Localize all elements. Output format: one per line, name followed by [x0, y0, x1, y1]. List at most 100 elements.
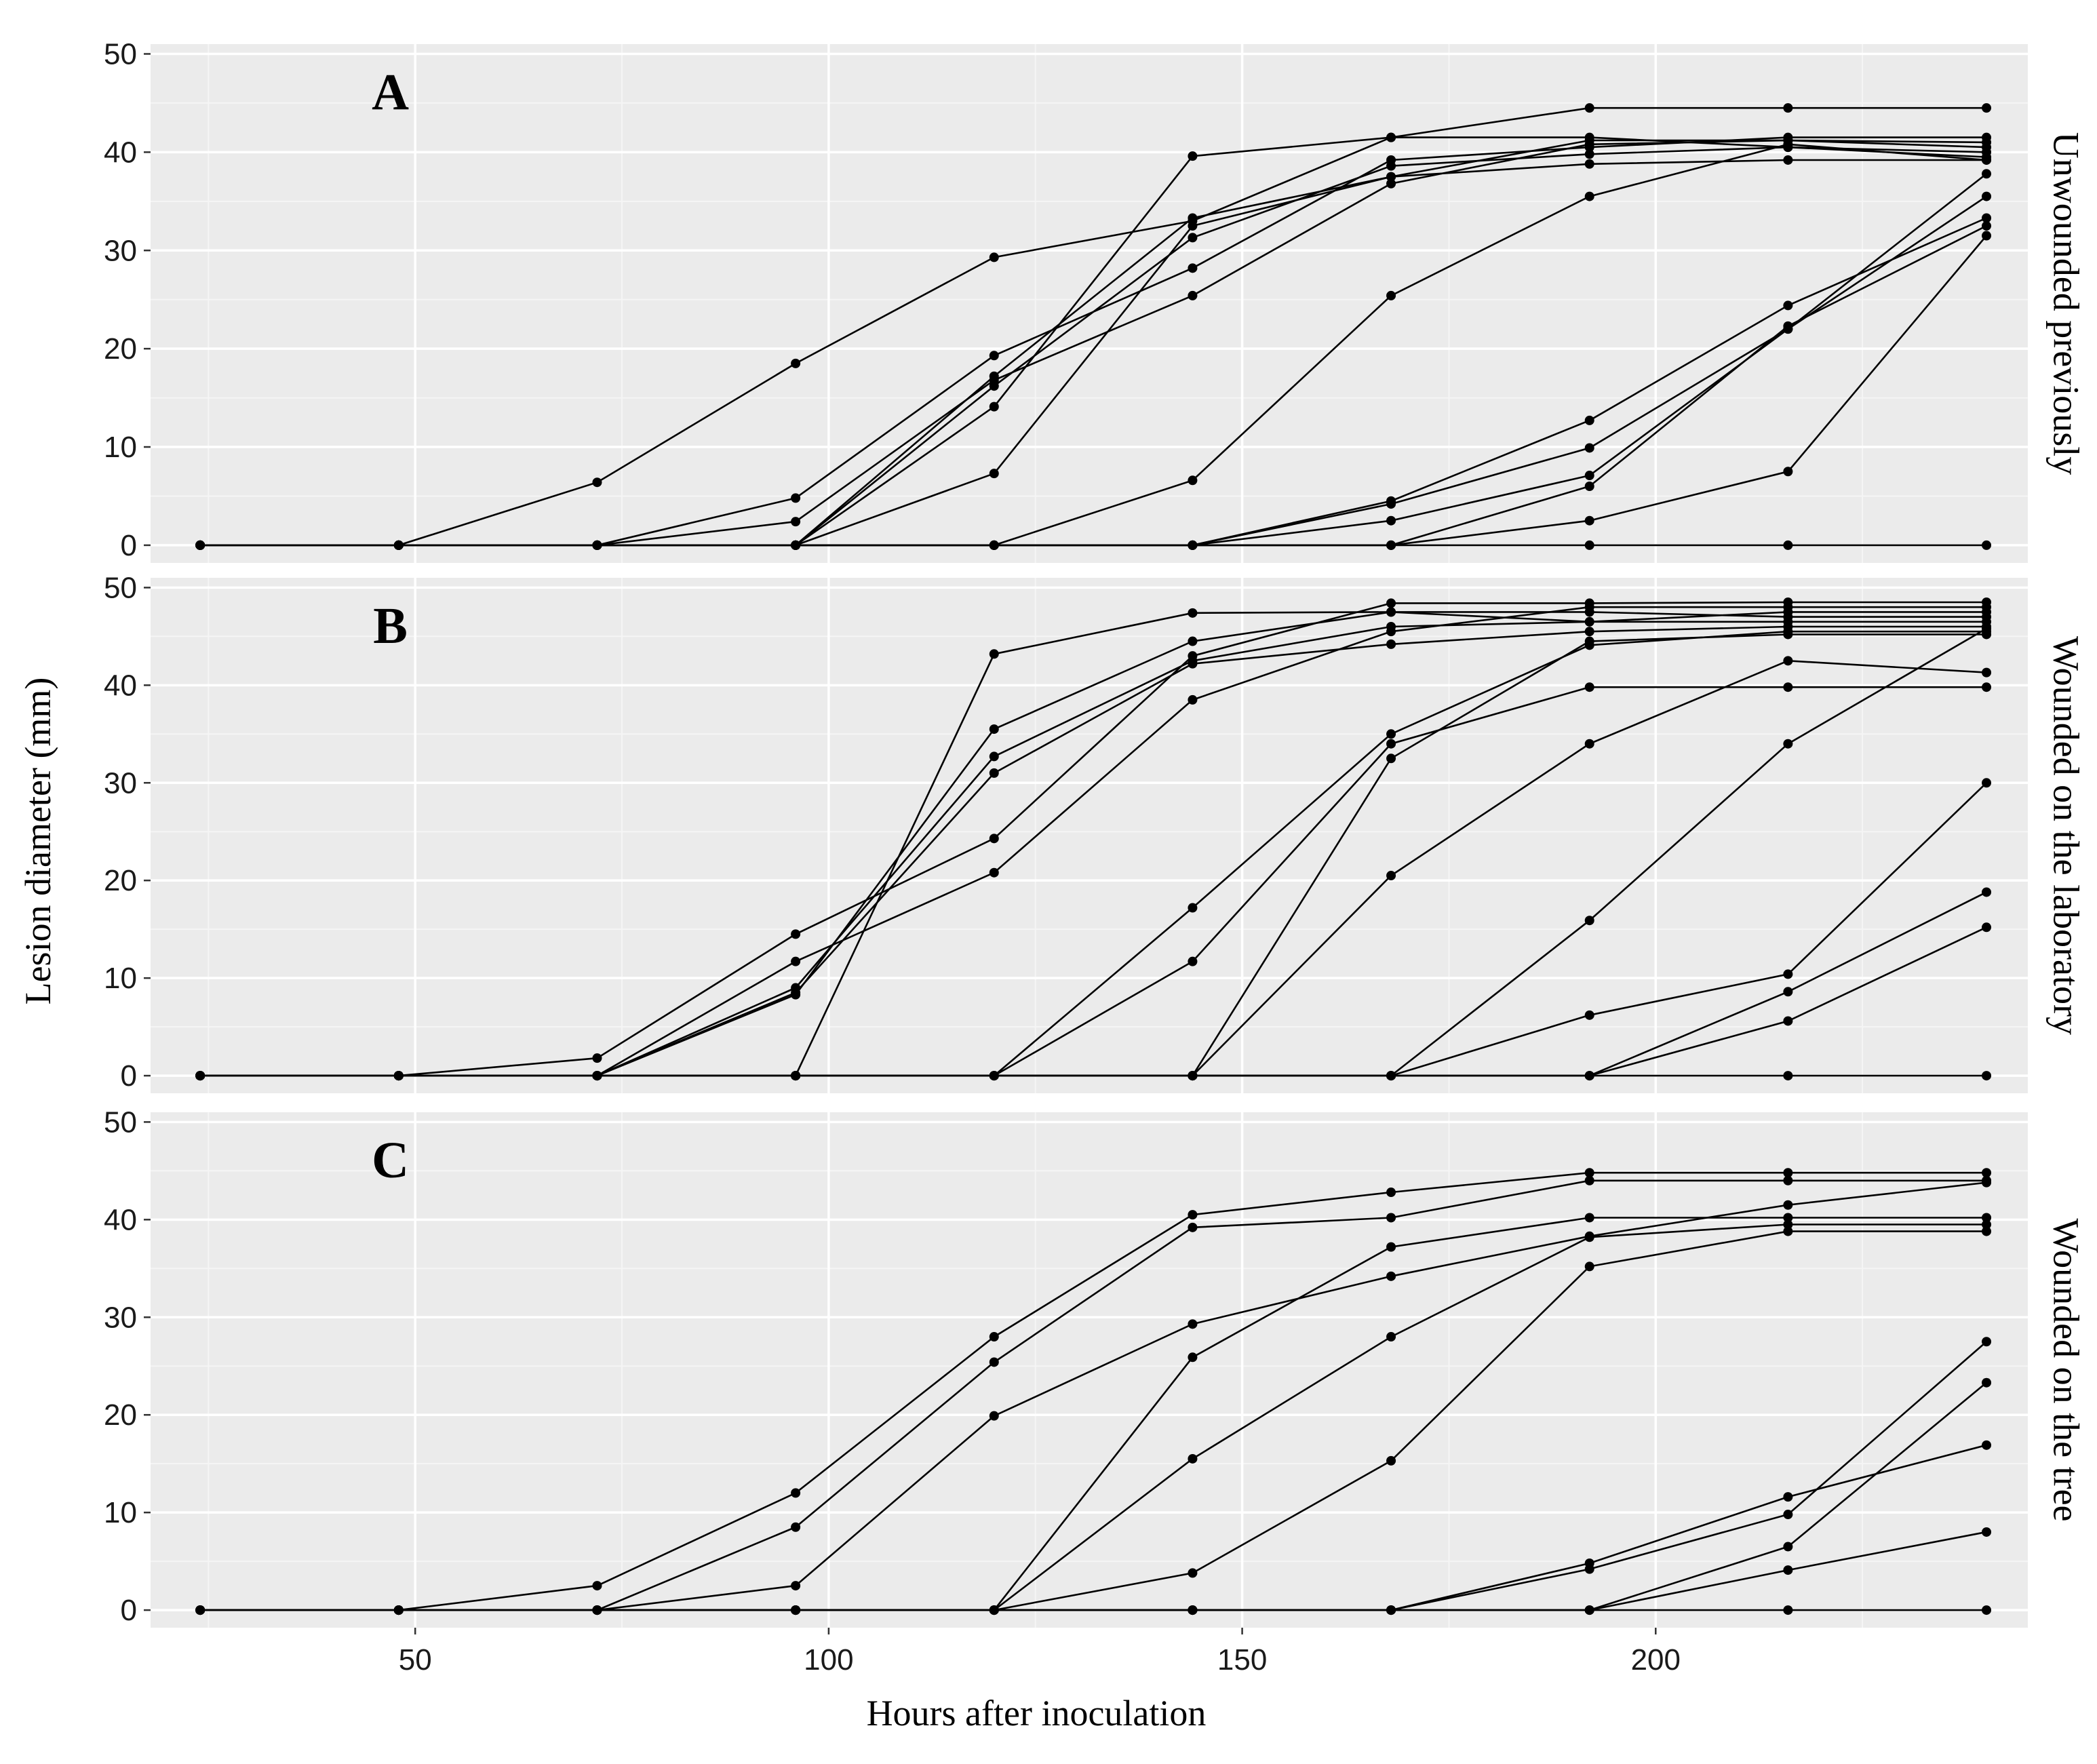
data-point-b3 — [1386, 621, 1396, 631]
data-point-a9 — [1584, 415, 1594, 425]
data-point-a13 — [1584, 515, 1594, 526]
data-point-c7 — [1982, 1440, 1992, 1450]
data-point-b15 — [1188, 1071, 1198, 1081]
data-point-a2 — [791, 493, 801, 503]
data-point-b8 — [1188, 956, 1198, 966]
data-point-a1 — [989, 252, 999, 262]
data-point-c3 — [989, 1411, 999, 1421]
data-point-b12 — [1982, 778, 1992, 788]
data-point-b5 — [1584, 616, 1594, 627]
data-point-c4 — [1584, 1213, 1594, 1223]
data-point-c5 — [1386, 1332, 1396, 1342]
data-point-b6 — [1584, 627, 1594, 637]
data-point-b11 — [1783, 739, 1793, 749]
data-point-a7 — [1386, 172, 1396, 182]
data-point-c2 — [1386, 1213, 1396, 1223]
data-point-a5 — [1188, 233, 1198, 243]
data-point-c1 — [791, 1488, 801, 1498]
y-tick-label: 0 — [121, 1594, 137, 1627]
data-point-c9 — [1982, 1377, 1992, 1388]
data-point-b8 — [1584, 682, 1594, 692]
data-point-b6 — [1188, 659, 1198, 669]
data-point-c11 — [1188, 1605, 1198, 1615]
data-point-a6 — [989, 401, 999, 412]
data-point-b14 — [1783, 1016, 1793, 1026]
series-line-c1 — [200, 1171, 1986, 1611]
data-point-c11 — [1982, 1605, 1992, 1615]
panel-b: 0 10 20 30 40 50 B Wounded on the laboratory — [104, 571, 2093, 1093]
data-point-a14 — [989, 540, 999, 550]
data-point-b2 — [989, 867, 999, 878]
data-point-b4 — [989, 724, 999, 734]
data-point-c6 — [1386, 1455, 1396, 1466]
y-tick-label: 30 — [104, 1301, 137, 1334]
data-point-c11 — [195, 1605, 205, 1615]
y-tick-label: 10 — [104, 962, 137, 995]
data-point-c2 — [1584, 1175, 1594, 1185]
data-point-b12 — [1584, 1010, 1594, 1020]
data-point-c10 — [1982, 1527, 1992, 1537]
data-point-a13 — [1982, 231, 1992, 241]
data-point-c9 — [1783, 1542, 1793, 1552]
y-tick-label: 0 — [121, 1059, 137, 1093]
y-tick-label: 40 — [104, 669, 137, 702]
series-line-b1 — [200, 601, 1986, 1077]
data-point-b9 — [1584, 636, 1594, 646]
data-point-b14 — [1982, 922, 1992, 933]
data-point-c5 — [1584, 1232, 1594, 1242]
data-point-c3 — [1982, 1177, 1992, 1188]
data-point-b5 — [989, 649, 999, 659]
data-point-a14 — [1584, 540, 1594, 550]
y-tick-label: 50 — [104, 1105, 137, 1139]
data-point-c11 — [1584, 1605, 1594, 1615]
data-point-b13 — [1982, 887, 1992, 897]
x-tick-label: 200 — [1631, 1643, 1681, 1677]
data-point-c1 — [1386, 1188, 1396, 1198]
data-point-c1 — [1188, 1210, 1198, 1220]
data-point-b15 — [1783, 1071, 1793, 1081]
data-point-c4 — [1188, 1352, 1198, 1363]
data-point-b15 — [1982, 1071, 1992, 1081]
data-point-a1 — [1982, 103, 1992, 113]
data-point-a7 — [989, 469, 999, 479]
strip-background — [2032, 578, 2093, 1093]
data-point-b2 — [791, 956, 801, 966]
data-point-a3 — [1188, 290, 1198, 300]
data-point-b1 — [989, 834, 999, 844]
data-point-c1 — [592, 1581, 602, 1591]
data-point-a12 — [1982, 221, 1992, 231]
data-point-c11 — [393, 1605, 404, 1615]
y-tick-label: 20 — [104, 332, 137, 366]
y-tick-label: 20 — [104, 1398, 137, 1432]
data-point-b8 — [1783, 682, 1793, 692]
data-point-a5 — [1584, 149, 1594, 159]
data-point-b9 — [1783, 629, 1793, 640]
data-point-c2 — [989, 1357, 999, 1367]
data-point-a14 — [1386, 540, 1396, 550]
data-point-b3 — [989, 751, 999, 762]
y-tick-label: 0 — [121, 529, 137, 562]
data-point-b1 — [592, 1053, 602, 1063]
data-point-b13 — [1783, 987, 1793, 997]
data-point-c3 — [1188, 1319, 1198, 1329]
data-point-c3 — [791, 1581, 801, 1591]
data-point-a7 — [1783, 155, 1793, 165]
data-point-c5 — [1982, 1219, 1992, 1230]
x-tick-label: 100 — [804, 1643, 853, 1677]
data-point-c11 — [791, 1605, 801, 1615]
series-line-a1 — [200, 106, 1986, 547]
data-point-a11 — [1584, 471, 1594, 481]
data-point-a8 — [1188, 475, 1198, 486]
data-point-c2 — [791, 1522, 801, 1532]
data-point-c6 — [1982, 1226, 1992, 1236]
data-point-b1 — [1386, 598, 1396, 608]
data-point-b6 — [1386, 639, 1396, 649]
data-point-a14 — [393, 540, 404, 550]
data-point-a10 — [1584, 443, 1594, 453]
panel-letter-b: B — [373, 597, 408, 654]
data-point-b1 — [791, 929, 801, 939]
data-point-c11 — [592, 1605, 602, 1615]
data-point-a14 — [1188, 540, 1198, 550]
data-point-c4 — [1386, 1242, 1396, 1252]
